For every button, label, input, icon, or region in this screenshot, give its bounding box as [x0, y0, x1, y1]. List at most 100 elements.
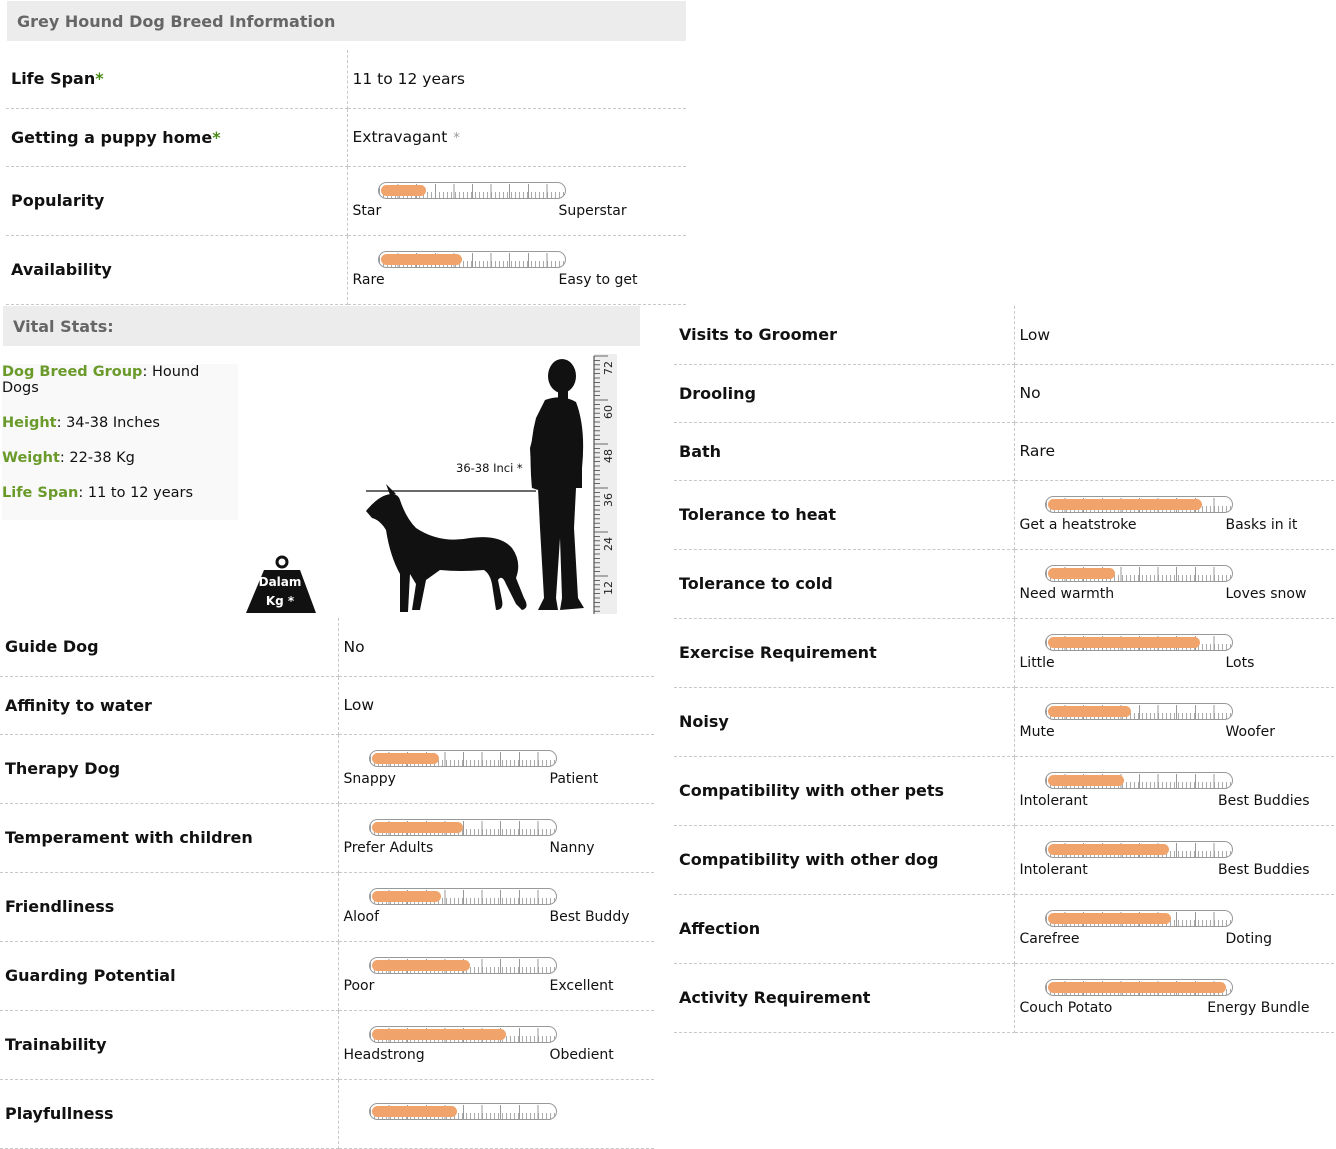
row-label: Affection: [674, 894, 1015, 964]
table-row: Temperament with children Prefer Adults Na…: [0, 803, 654, 873]
table-row: Drooling No: [674, 364, 1334, 423]
row-value: Rare Easy to get: [347, 235, 686, 305]
rating-scale-labels: Prefer Adults Nanny: [344, 840, 634, 856]
ruler-label: 24: [602, 537, 615, 551]
rating-bar: [368, 888, 557, 905]
row-value: No: [1014, 364, 1334, 423]
row-label: Guide Dog: [0, 618, 339, 677]
row-value: Rare: [1014, 422, 1334, 481]
rating-high-label: Easy to get: [558, 272, 638, 288]
row-label-text: Drooling: [679, 383, 756, 403]
row-label-text: Bath: [679, 441, 722, 461]
rating-bar: [368, 1026, 557, 1043]
rating-scale: [344, 1103, 634, 1124]
rating-high-label: Best Buddies: [1218, 862, 1310, 878]
row-value-text: Rare: [1019, 442, 1056, 460]
rating-scale: Aloof Best Buddy: [344, 888, 634, 925]
vital-stat-separator: :: [59, 450, 70, 466]
rating-bar-fill: [1047, 637, 1201, 648]
weight-badge: Dalam Kg *: [246, 555, 316, 613]
vital-stat-item: Life Span: 11 to 12 years: [2, 485, 238, 501]
table-row: Tolerance to cold Need warmth Loves snow: [674, 549, 1334, 619]
rating-scale-labels: Carefree Doting: [1020, 931, 1310, 947]
size-comparison-illustration: 72 60 48 36 24 12 36-38 Inci * Dalam Kg *: [246, 354, 617, 614]
rating-scale: Carefree Doting: [1020, 910, 1310, 947]
rating-bar: [1044, 841, 1233, 858]
row-value: Intolerant Best Buddies: [1014, 825, 1334, 895]
row-label: Temperament with children: [0, 803, 339, 873]
rating-low-label: Aloof: [343, 909, 380, 925]
rating-scale-labels: Headstrong Obedient: [344, 1047, 634, 1063]
vital-stat-separator: :: [78, 485, 88, 501]
rating-bar: [1044, 634, 1233, 651]
rating-bar-fill: [1047, 568, 1115, 579]
rating-bar-fill: [371, 822, 463, 833]
row-label-text: Noisy: [679, 712, 729, 731]
ruler-labels: 72 60 48 36 24 12: [602, 361, 615, 595]
required-star: *: [212, 127, 221, 147]
row-label-text: Guide Dog: [5, 637, 99, 657]
rating-scale: Snappy Patient: [344, 750, 634, 787]
rating-high-label: Nanny: [549, 840, 595, 856]
row-label: Tolerance to heat: [674, 480, 1015, 550]
rating-bar-fill: [1047, 844, 1170, 855]
rating-bar-fill: [380, 185, 426, 196]
rating-low-label: Snappy: [343, 771, 396, 787]
row-value-text: No: [343, 637, 365, 656]
row-value-text: No: [1019, 384, 1041, 402]
row-value: 11 to 12 years: [347, 50, 686, 109]
vital-stat-item: Height: 34-38 Inches: [2, 415, 238, 431]
row-label-text: Tolerance to cold: [679, 574, 833, 593]
rating-bar: [1044, 703, 1233, 720]
table-row: Affection Carefree Doting: [674, 894, 1334, 964]
row-label-text: Tolerance to heat: [679, 505, 836, 524]
row-value: Prefer Adults Nanny: [338, 803, 654, 873]
row-label-text: Compatibility with other pets: [679, 781, 945, 800]
row-value-text: 11 to 12 years: [352, 69, 465, 88]
rating-scale: Star Superstar: [353, 182, 643, 219]
rating-bar: [368, 1103, 557, 1120]
rating-bar: [1044, 496, 1233, 513]
rating-scale-labels: Need warmth Loves snow: [1020, 586, 1310, 602]
rating-scale-labels: Mute Woofer: [1020, 724, 1310, 740]
row-value: Low: [338, 676, 654, 735]
row-value: Low: [1014, 306, 1334, 365]
table-row: Compatibility with other pets Intolerant B…: [674, 756, 1334, 826]
table-row: Affinity to water Low: [0, 676, 654, 735]
basic-info-table: Life Span* 11 to 12 years Getting a puppy …: [6, 50, 686, 305]
rating-scale: Rare Easy to get: [353, 251, 643, 288]
rating-scale: Need warmth Loves snow: [1020, 565, 1310, 602]
vital-stat-value: Hound Dogs: [2, 364, 200, 396]
vital-stat-key: Life Span: [2, 485, 79, 501]
table-row: Playfullness: [0, 1079, 654, 1149]
vital-stat-value: 11 to 12 years: [87, 485, 194, 501]
rating-low-label: Couch Potato: [1019, 1000, 1113, 1016]
row-label-text: Life Span: [11, 69, 96, 89]
rating-scale-labels: Poor Excellent: [344, 978, 634, 994]
page-title: Grey Hound Dog Breed Information: [7, 1, 686, 41]
height-ruler: [594, 354, 617, 614]
row-value-text: Low: [1019, 325, 1051, 344]
rating-scale: Mute Woofer: [1020, 703, 1310, 740]
rating-high-label: Best Buddy: [549, 909, 630, 925]
rating-bar: [368, 750, 557, 767]
row-value: Couch Potato Energy Bundle: [1014, 963, 1334, 1033]
table-row: Life Span* 11 to 12 years: [6, 50, 686, 109]
value-note-star: *: [453, 131, 460, 146]
weight-badge-line2: Kg *: [266, 594, 295, 608]
row-label-text: Compatibility with other dog: [679, 850, 939, 869]
row-label: Drooling: [674, 364, 1015, 423]
rating-low-label: Headstrong: [343, 1047, 425, 1063]
rating-bar-fill: [371, 753, 439, 764]
vital-stat-key: Dog Breed Group: [2, 364, 143, 380]
rating-bar: [1044, 772, 1233, 789]
rating-high-label: Doting: [1225, 931, 1272, 947]
rating-scale: Little Lots: [1020, 634, 1310, 671]
table-row: Tolerance to heat Get a heatstroke Basks i…: [674, 480, 1334, 550]
rating-scale: Prefer Adults Nanny: [344, 819, 634, 856]
row-value: Need warmth Loves snow: [1014, 549, 1334, 619]
vital-stats-header-text: Vital Stats:: [13, 316, 114, 336]
row-label: Affinity to water: [0, 676, 339, 735]
row-label-text: Affinity to water: [5, 695, 152, 715]
row-label-text: Getting a puppy home: [11, 127, 213, 147]
